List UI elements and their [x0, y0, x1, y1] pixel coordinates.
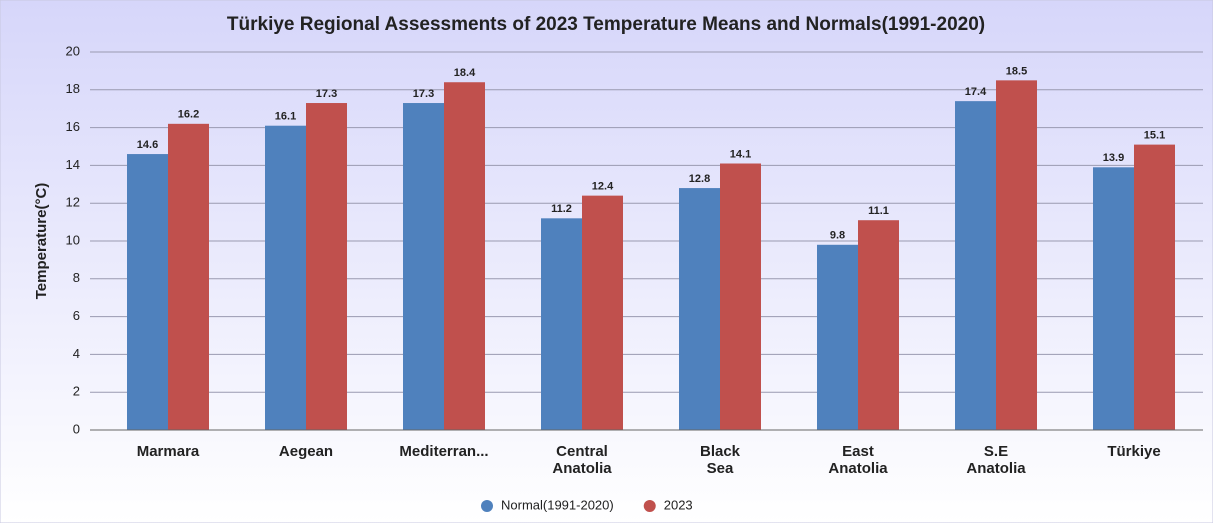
value-label: 14.6	[137, 139, 158, 151]
legend-label: 2023	[664, 497, 693, 512]
y-tick-label: 0	[73, 421, 80, 436]
y-tick-label: 16	[66, 119, 80, 134]
bar	[1093, 167, 1134, 431]
value-label: 11.2	[551, 203, 572, 215]
x-tick-label: Central Anatolia	[552, 443, 612, 477]
value-label: 9.8	[830, 230, 845, 242]
y-tick-label: 12	[66, 195, 80, 210]
x-tick-label: East Anatolia	[828, 443, 888, 477]
bar	[1134, 144, 1175, 431]
bar	[817, 244, 858, 430]
bar	[955, 101, 996, 430]
y-tick-label: 6	[73, 308, 80, 323]
x-tick-label: Marmara	[137, 443, 200, 460]
bar	[127, 154, 168, 430]
value-label: 13.9	[1103, 152, 1124, 164]
bar	[720, 163, 761, 430]
value-label: 18.4	[454, 67, 476, 79]
y-tick-label: 18	[66, 81, 80, 96]
value-label: 17.3	[316, 88, 337, 100]
value-label: 17.4	[965, 86, 987, 98]
bar	[444, 82, 485, 431]
y-tick-label: 14	[66, 157, 80, 172]
y-tick-label: 4	[73, 346, 80, 361]
legend-label: Normal(1991-2020)	[501, 497, 614, 512]
value-label: 12.8	[689, 173, 710, 185]
x-tick-label: Türkiye	[1107, 443, 1160, 460]
x-tick-label: S.E Anatolia	[966, 443, 1026, 477]
x-tick-label: Aegean	[279, 443, 333, 460]
y-tick-label: 10	[66, 232, 80, 247]
value-label: 12.4	[592, 181, 614, 193]
value-label: 18.5	[1006, 65, 1027, 77]
value-label: 16.2	[178, 109, 199, 121]
value-label: 17.3	[413, 88, 434, 100]
bar	[306, 103, 347, 430]
y-tick-label: 20	[66, 43, 80, 58]
bar	[541, 218, 582, 430]
bar	[996, 80, 1037, 430]
bar	[168, 123, 209, 430]
legend-marker	[643, 500, 656, 512]
bar	[403, 103, 444, 430]
bar	[582, 195, 623, 430]
value-label: 11.1	[868, 205, 889, 217]
y-axis-label: Temperature(°C)	[33, 183, 50, 300]
value-label: 15.1	[1144, 130, 1165, 142]
bar	[265, 125, 306, 431]
chart-title: Türkiye Regional Assessments of 2023 Tem…	[227, 14, 985, 35]
value-label: 14.1	[730, 148, 751, 160]
bar	[858, 220, 899, 430]
value-label: 16.1	[275, 111, 296, 123]
x-tick-label: Black Sea	[700, 443, 741, 477]
y-tick-label: 2	[73, 384, 80, 399]
bar	[679, 188, 720, 430]
x-tick-label: Mediterran...	[399, 443, 488, 460]
legend-marker	[481, 500, 493, 512]
y-tick-label: 8	[73, 270, 80, 285]
